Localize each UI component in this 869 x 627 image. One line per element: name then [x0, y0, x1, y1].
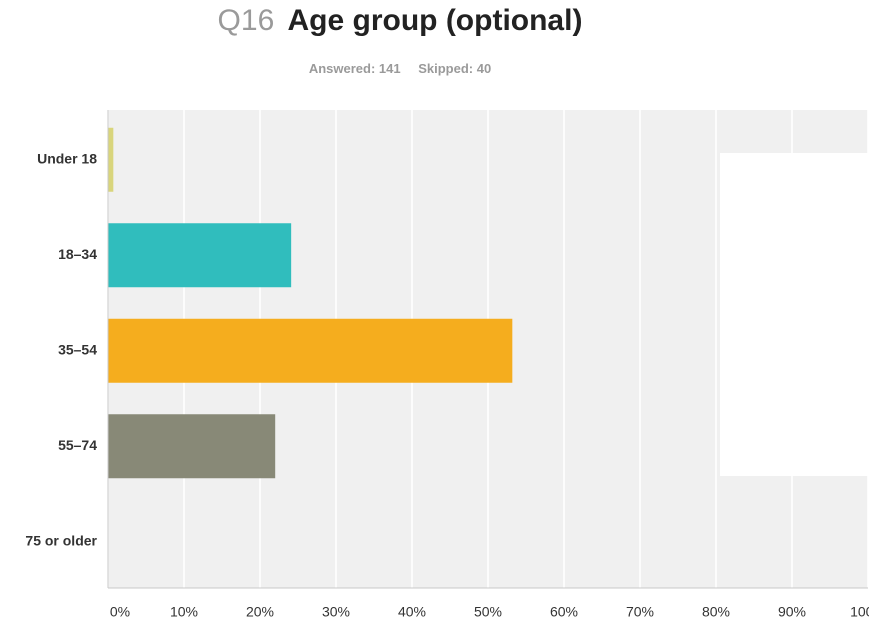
y-tick-label: 35–54 — [58, 341, 97, 357]
x-tick-label: 10% — [170, 604, 198, 620]
x-tick-label: 100% — [850, 604, 869, 620]
bar — [108, 127, 114, 192]
x-tick-label: 70% — [626, 604, 654, 620]
y-tick-label: 18–34 — [58, 246, 97, 262]
x-tick-label: 50% — [474, 604, 502, 620]
bar — [108, 318, 513, 383]
subtitle: Answered: 141 Skipped: 40 — [309, 61, 491, 76]
x-tick-label: 40% — [398, 604, 426, 620]
x-tick-label: 0% — [110, 604, 130, 620]
x-tick-label: 60% — [550, 604, 578, 620]
skipped: Skipped: 40 — [418, 61, 491, 76]
question-number: Q16 — [218, 4, 275, 37]
y-tick-label: 75 or older — [25, 532, 97, 548]
x-tick-label: 30% — [322, 604, 350, 620]
overlay-panel — [720, 153, 868, 476]
x-tick-label: 20% — [246, 604, 274, 620]
chart-title-group: Q16 Age group (optional) — [218, 4, 583, 37]
y-tick-label: 55–74 — [58, 437, 97, 453]
answered: Answered: 141 — [309, 61, 401, 76]
bar — [108, 414, 276, 479]
y-tick-label: Under 18 — [37, 150, 97, 166]
x-tick-label: 80% — [702, 604, 730, 620]
chart-title: Age group (optional) — [288, 4, 583, 37]
x-tick-label: 90% — [778, 604, 806, 620]
bar — [108, 223, 292, 288]
